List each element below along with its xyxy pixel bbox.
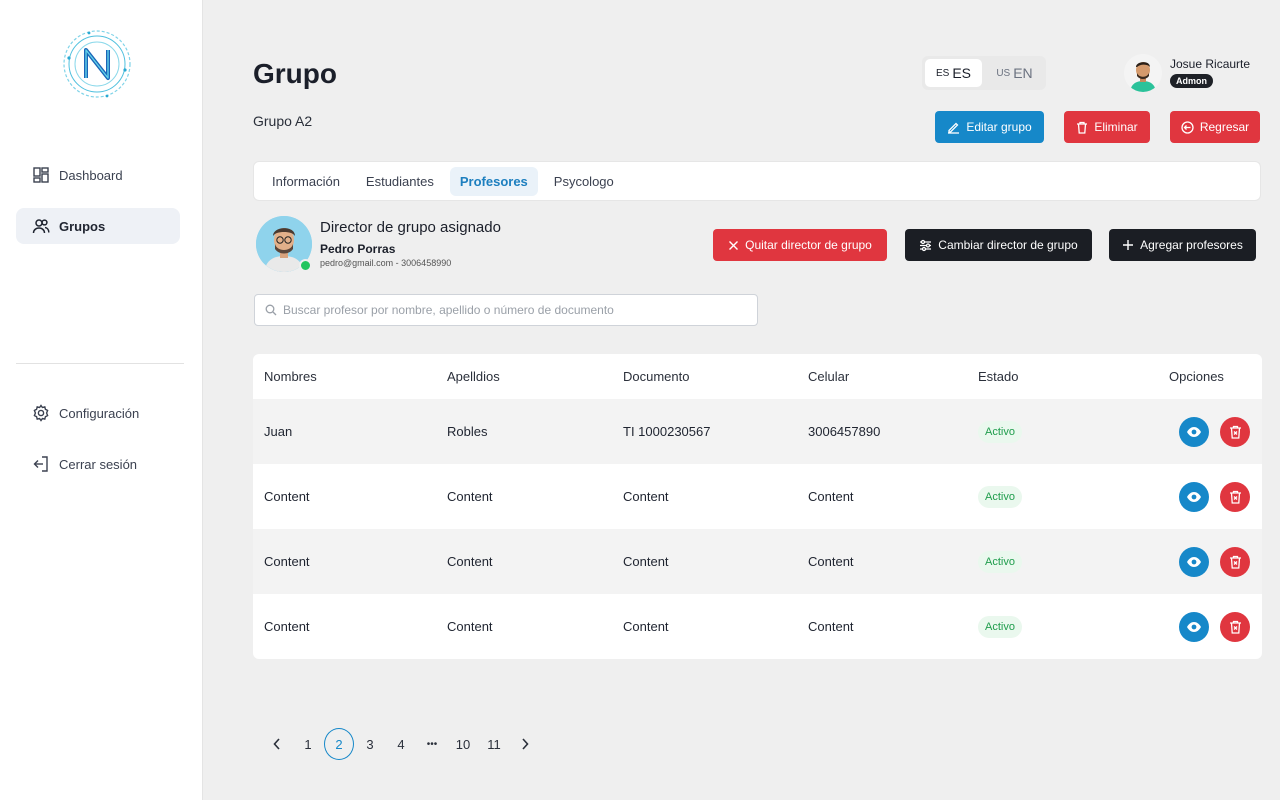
sidebar: Dashboard Grupos Configuración Cerrar se… [0, 0, 203, 800]
delete-row-button[interactable] [1220, 546, 1250, 577]
tab-estudiantes[interactable]: Estudiantes [365, 173, 434, 189]
chevron-left-icon [273, 738, 280, 750]
trash-x-icon [1229, 555, 1241, 569]
view-button[interactable] [1179, 546, 1209, 577]
eye-icon [1187, 426, 1201, 437]
row-options [1179, 611, 1250, 642]
delete-row-button[interactable] [1220, 481, 1250, 512]
header-apellidos: Apelldios [447, 369, 500, 384]
add-teachers-button[interactable]: Agregar profesores [1109, 229, 1256, 261]
page-button[interactable]: 1 [304, 736, 312, 752]
sidebar-item-label: Grupos [59, 218, 106, 234]
chevron-right-icon [522, 738, 529, 750]
dashboard-icon [32, 166, 50, 184]
sidebar-item-cerrar-sesion[interactable]: Cerrar sesión [16, 446, 180, 482]
delete-group-button[interactable]: Eliminar [1064, 111, 1150, 143]
logout-icon [32, 455, 50, 473]
app-logo [59, 28, 135, 100]
lang-es-button[interactable]: ES ES [925, 59, 982, 87]
close-icon [729, 240, 739, 250]
director-name: Pedro Porras [320, 242, 396, 256]
remove-director-button[interactable]: Quitar director de grupo [713, 229, 887, 261]
trash-icon [1077, 121, 1088, 134]
online-status-dot [299, 259, 312, 272]
back-button[interactable]: Regresar [1170, 111, 1260, 143]
eye-icon [1187, 621, 1201, 632]
header-nombres: Nombres [264, 369, 317, 384]
sidebar-item-grupos[interactable]: Grupos [16, 208, 180, 244]
search-icon [265, 304, 277, 316]
sidebar-divider [16, 363, 184, 364]
sidebar-item-configuracion[interactable]: Configuración [16, 395, 180, 431]
page-button[interactable]: 11 [487, 736, 501, 752]
tab-informacion[interactable]: Información [272, 173, 340, 189]
group-tabs: Información Estudiantes Profesores Psyco… [253, 161, 1261, 201]
user-avatar [1124, 54, 1162, 92]
pencil-icon [948, 122, 960, 134]
language-switch: ES ES US EN [922, 56, 1046, 90]
row-options [1179, 546, 1250, 577]
header-opciones: Opciones [1169, 369, 1224, 384]
director-contact: pedro@gmail.com - 3006458990 [320, 258, 452, 268]
arrow-left-circle-icon [1181, 120, 1194, 134]
header-celular: Celular [808, 369, 850, 384]
table-row: Juan Robles TI 1000230567 3006457890 Act… [253, 399, 1262, 464]
status-badge: Activo [978, 615, 1022, 638]
user-role-badge: Admon [1170, 74, 1213, 88]
edit-group-button[interactable]: Editar grupo [935, 111, 1044, 143]
prev-page-button[interactable] [262, 728, 292, 760]
view-button[interactable] [1179, 611, 1209, 642]
status-badge: Activo [978, 420, 1022, 443]
table-row: Content Content Content Content Activo [253, 529, 1262, 594]
table-header: Nombres Apelldios Documento Celular Esta… [253, 354, 1262, 399]
flag-es-icon: ES [935, 67, 950, 79]
header-documento: Documento [623, 369, 690, 384]
lang-en-button[interactable]: US EN [996, 65, 1033, 81]
teacher-search [254, 294, 758, 326]
sidebar-item-dashboard[interactable]: Dashboard [16, 157, 180, 193]
table-row: Content Content Content Content Activo [253, 594, 1262, 659]
sidebar-item-label: Dashboard [59, 167, 123, 183]
flag-us-icon: US [996, 67, 1011, 79]
page-button[interactable]: 4 [397, 736, 405, 752]
trash-x-icon [1229, 620, 1241, 634]
page-title: Grupo [253, 58, 337, 89]
eye-icon [1187, 491, 1201, 502]
page-button-current[interactable]: 2 [324, 728, 354, 760]
status-badge: Activo [978, 550, 1022, 573]
trash-x-icon [1229, 490, 1241, 504]
table-row: Content Content Content Content Activo [253, 464, 1262, 529]
row-options [1179, 481, 1250, 512]
page-ellipsis[interactable]: ••• [426, 738, 438, 750]
sidebar-item-label: Cerrar sesión [59, 456, 138, 472]
plus-icon [1123, 240, 1134, 250]
sliders-icon [920, 239, 932, 251]
eye-icon [1187, 556, 1201, 567]
page-button[interactable]: 10 [455, 736, 471, 752]
trash-x-icon [1229, 425, 1241, 439]
sidebar-item-label: Configuración [59, 405, 140, 421]
delete-row-button[interactable] [1220, 416, 1250, 447]
row-options [1179, 416, 1250, 447]
search-input[interactable] [283, 303, 757, 317]
tab-psycologo[interactable]: Psycologo [553, 173, 614, 189]
user-name: Josue Ricaurte [1170, 57, 1251, 71]
status-badge: Activo [978, 485, 1022, 508]
user-profile[interactable]: Josue Ricaurte Admon [1124, 54, 1250, 92]
delete-row-button[interactable] [1220, 611, 1250, 642]
next-page-button[interactable] [510, 728, 540, 760]
users-icon [32, 217, 50, 235]
teachers-table: Nombres Apelldios Documento Celular Esta… [253, 354, 1262, 659]
gear-icon [32, 404, 50, 422]
view-button[interactable] [1179, 481, 1209, 512]
group-subtitle: Grupo A2 [253, 113, 313, 129]
view-button[interactable] [1179, 416, 1209, 447]
tab-profesores[interactable]: Profesores [449, 166, 538, 196]
page-button[interactable]: 3 [366, 736, 374, 752]
header-estado: Estado [978, 369, 1019, 384]
director-heading: Director de grupo asignado [320, 219, 501, 236]
change-director-button[interactable]: Cambiar director de grupo [905, 229, 1092, 261]
pagination: 1 2 3 4 ••• 10 11 [262, 728, 541, 760]
